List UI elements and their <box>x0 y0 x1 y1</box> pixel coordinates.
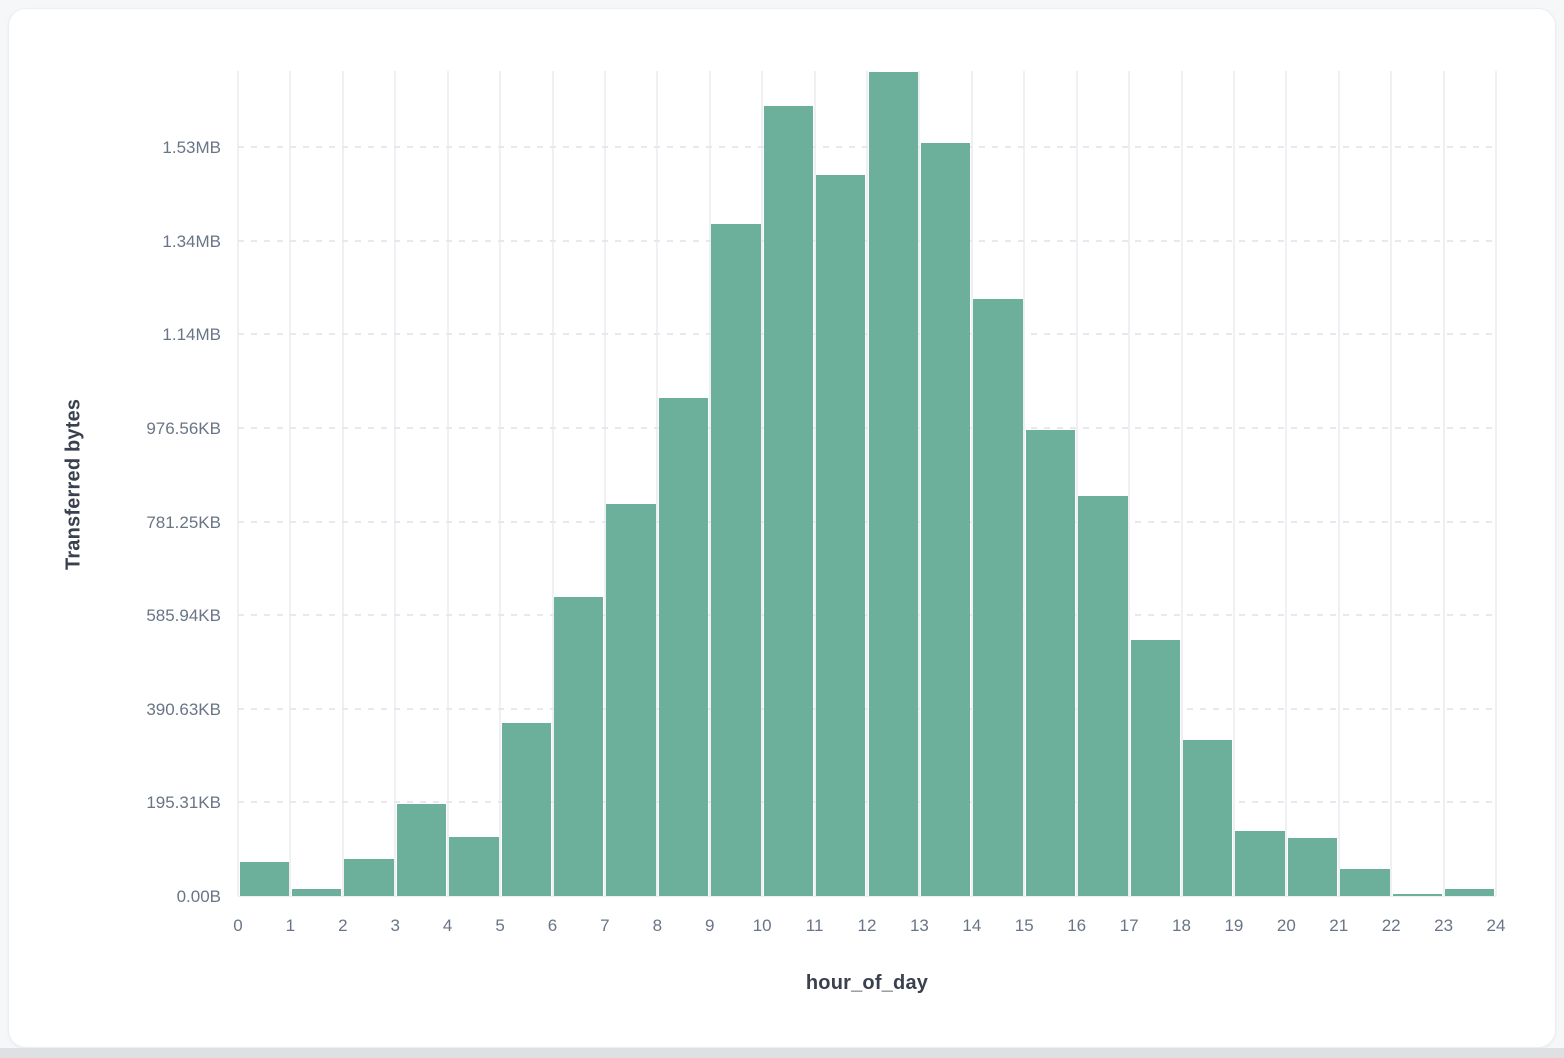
horizontal-gridline <box>238 146 1496 149</box>
histogram-bar[interactable] <box>1235 830 1285 896</box>
plot-area <box>237 71 1497 897</box>
vertical-gridline <box>708 71 711 896</box>
histogram-bar[interactable] <box>920 143 971 896</box>
histogram-bar[interactable] <box>868 71 918 896</box>
bottom-strip <box>0 1048 1564 1058</box>
x-tick-label: 15 <box>1014 916 1034 935</box>
vertical-gridline <box>866 71 868 896</box>
histogram-bar[interactable] <box>554 596 604 896</box>
vertical-gridline <box>656 71 659 896</box>
y-tick-label: 976.56KB <box>146 419 221 438</box>
vertical-gridline <box>761 71 764 896</box>
x-tick-label: 22 <box>1381 916 1401 935</box>
histogram-bar[interactable] <box>711 223 761 896</box>
x-tick-label: 21 <box>1329 916 1349 935</box>
x-tick-label: 18 <box>1172 916 1191 935</box>
vertical-gridline <box>1180 71 1183 896</box>
histogram-bar[interactable] <box>763 106 814 896</box>
vertical-gridline <box>1337 71 1340 896</box>
histogram-bar[interactable] <box>396 804 447 896</box>
vertical-gridline <box>499 71 502 896</box>
histogram-bar[interactable] <box>1445 888 1495 896</box>
histogram-bar[interactable] <box>344 859 394 896</box>
histogram-bar[interactable] <box>1078 496 1128 896</box>
x-tick-label: 23 <box>1434 916 1454 935</box>
horizontal-gridline <box>238 333 1496 336</box>
vertical-gridline <box>289 71 292 896</box>
y-tick-label: 0.00B <box>176 887 221 906</box>
x-tick-label: 20 <box>1276 916 1296 935</box>
horizontal-gridline <box>238 801 1496 804</box>
y-tick-label: 585.94KB <box>146 606 221 626</box>
vertical-gridline <box>1442 71 1445 896</box>
vertical-gridline <box>813 71 816 896</box>
x-tick-label: 6 <box>547 916 558 935</box>
vertical-gridline <box>918 71 921 896</box>
y-axis-title: Transferred bytes <box>62 398 85 570</box>
x-tick-label: 4 <box>442 916 453 935</box>
vertical-gridline <box>1128 71 1131 896</box>
histogram-bar[interactable] <box>501 723 551 896</box>
histogram-bar[interactable] <box>1183 740 1233 896</box>
vertical-gridline <box>551 71 554 896</box>
y-tick-label: 1.53MB <box>162 138 221 158</box>
histogram-bar[interactable] <box>1287 838 1338 896</box>
histogram-bar[interactable] <box>1130 640 1180 896</box>
x-axis-title: hour_of_day <box>805 972 929 994</box>
x-tick-label: 7 <box>600 916 610 935</box>
histogram-bar[interactable] <box>291 888 342 896</box>
histogram-bar[interactable] <box>973 298 1023 896</box>
vertical-gridline <box>1232 71 1235 896</box>
vertical-gridline <box>1285 71 1288 896</box>
x-tick-label: 0 <box>233 916 243 935</box>
x-tick-label: 13 <box>909 916 929 935</box>
y-tick-label: 1.14MB <box>162 325 221 345</box>
histogram-bar[interactable] <box>1340 869 1390 896</box>
horizontal-gridline <box>238 707 1496 710</box>
chart-card: Transferred bytes hour_of_day 0.00B 195.3… <box>8 8 1556 1048</box>
vertical-gridline <box>1495 71 1497 896</box>
x-tick-label: 10 <box>752 916 772 935</box>
vertical-gridline <box>603 71 606 896</box>
y-tick-label: 1.34MB <box>162 231 221 251</box>
vertical-gridline <box>1075 71 1078 896</box>
x-tick-label: 16 <box>1067 916 1087 935</box>
vertical-gridline <box>1023 71 1026 896</box>
vertical-gridline <box>237 71 239 896</box>
x-tick-label: 24 <box>1486 916 1506 935</box>
histogram-bar[interactable] <box>449 837 499 896</box>
vertical-gridline <box>394 71 397 896</box>
x-tick-label: 9 <box>705 916 715 935</box>
x-tick-label: 3 <box>390 916 400 935</box>
x-tick-label: 2 <box>338 916 348 935</box>
vertical-gridline <box>341 71 344 896</box>
x-tick-label: 19 <box>1224 916 1244 935</box>
x-tick-label: 8 <box>652 916 663 935</box>
horizontal-gridline <box>238 427 1496 430</box>
horizontal-gridline <box>238 520 1496 523</box>
horizontal-gridline <box>238 239 1496 242</box>
x-tick-label: 11 <box>805 916 824 935</box>
histogram-bar[interactable] <box>658 397 709 896</box>
x-tick-label: 17 <box>1119 916 1139 935</box>
horizontal-gridline <box>238 614 1496 617</box>
x-tick-label: 5 <box>495 916 505 935</box>
histogram-bar[interactable] <box>606 503 656 896</box>
histogram-bar[interactable] <box>1025 430 1076 896</box>
y-tick-label: 195.31KB <box>146 793 221 813</box>
x-tick-label: 1 <box>285 916 296 935</box>
y-tick-label: 781.25KB <box>146 512 221 532</box>
histogram-bar[interactable] <box>239 861 289 896</box>
vertical-gridline <box>446 71 449 896</box>
histogram-bar[interactable] <box>1392 893 1443 896</box>
vertical-gridline <box>1390 71 1393 896</box>
x-tick-label: 14 <box>962 916 982 935</box>
y-tick-label: 390.63KB <box>146 699 221 719</box>
vertical-gridline <box>970 71 973 896</box>
histogram-bar[interactable] <box>816 175 866 896</box>
x-tick-label: 12 <box>857 916 877 935</box>
